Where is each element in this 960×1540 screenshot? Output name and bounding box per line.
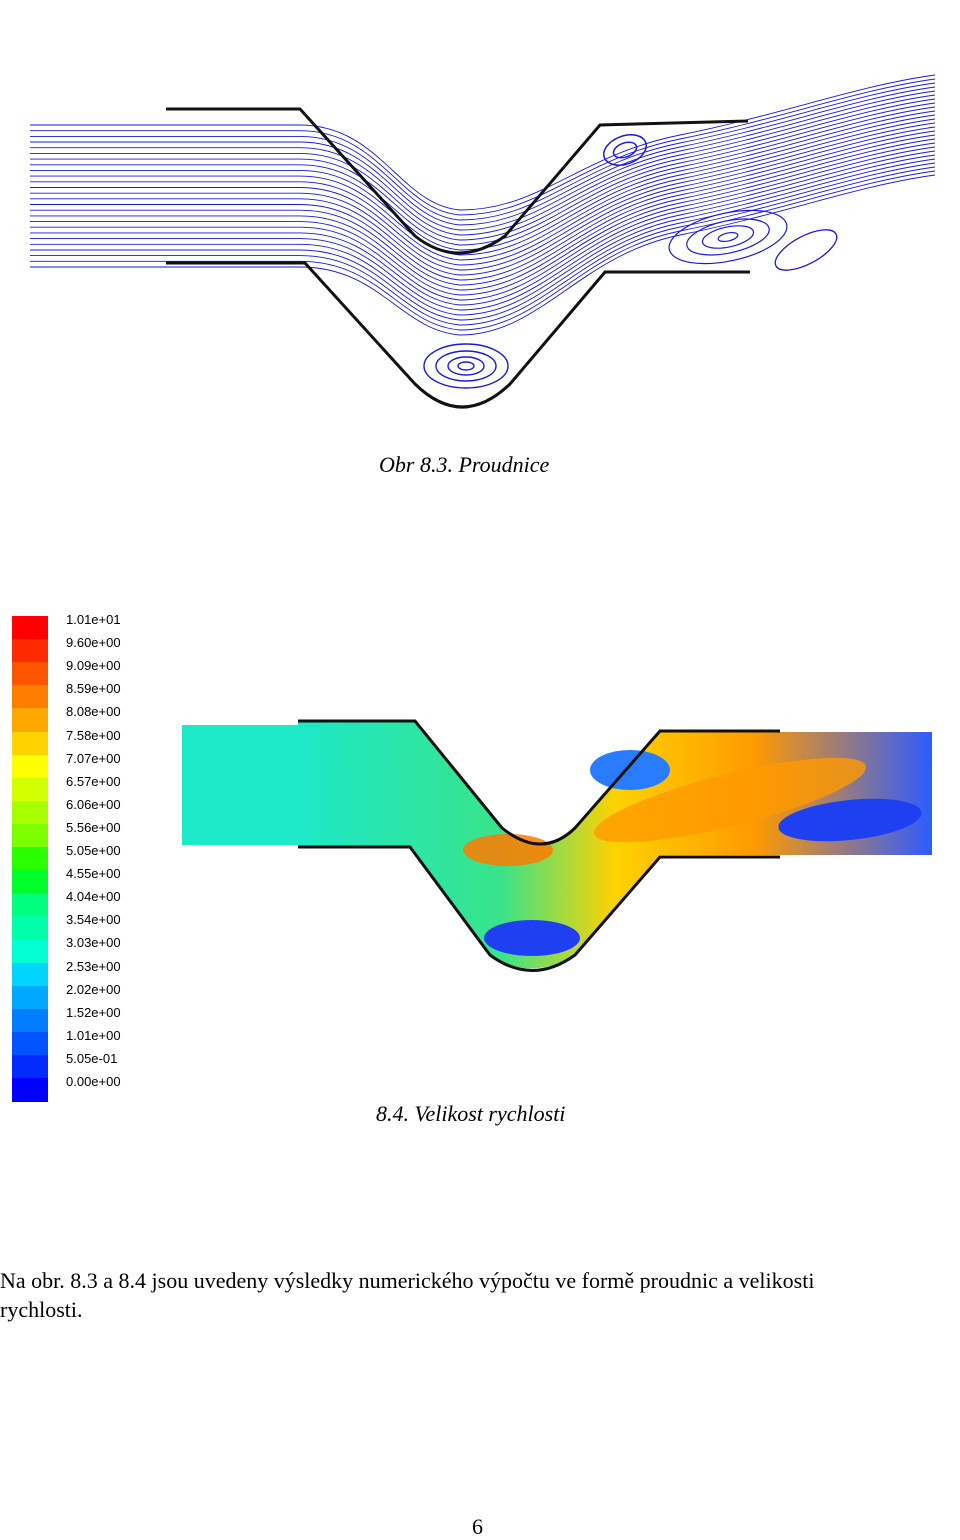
legend-swatch	[12, 685, 48, 710]
vortex-middle	[668, 209, 788, 265]
legend-swatch	[12, 731, 48, 756]
streamline	[30, 170, 936, 331]
figure-8-3-caption: Obr 8.3. Proudnice	[379, 452, 550, 477]
legend-label: 6.06e+00	[66, 796, 121, 812]
legend-swatch	[12, 823, 48, 848]
streamline	[30, 134, 936, 286]
streamlines	[30, 74, 936, 336]
pipe-walls	[166, 107, 750, 409]
legend-label: 2.02e+00	[66, 981, 121, 997]
streamline	[30, 126, 936, 276]
streamline	[30, 154, 936, 311]
legend-label: 7.58e+00	[66, 727, 121, 743]
vortex-upper-left	[603, 134, 647, 166]
legend-swatch	[12, 939, 48, 964]
legend-label: 3.54e+00	[66, 912, 121, 928]
streamline	[30, 110, 936, 256]
legend-label: 4.55e+00	[66, 866, 121, 882]
velocity-contour-figure	[182, 719, 932, 972]
vortex-right	[774, 229, 838, 271]
streamline	[30, 122, 936, 271]
legend-label: 7.07e+00	[66, 750, 121, 766]
vortex-lower	[423, 343, 509, 389]
legend-label: 1.01e+00	[66, 1027, 121, 1043]
legend-label: 9.60e+00	[66, 635, 121, 651]
streamline	[30, 98, 936, 241]
legend-swatch	[12, 639, 48, 664]
streamline	[30, 166, 936, 326]
paragraph-line-1: Na obr. 8.3 a 8.4 jsou uvedeny výsledky …	[0, 1268, 815, 1293]
legend-swatch	[12, 708, 48, 733]
legend-label: 6.57e+00	[66, 773, 121, 789]
legend-label: 8.08e+00	[66, 704, 121, 720]
low-velocity-right	[778, 798, 922, 842]
legend-label: 0.00e+00	[66, 1074, 121, 1089]
legend-label: 2.53e+00	[66, 958, 121, 974]
legend-swatch	[12, 777, 48, 802]
streamline	[30, 118, 936, 266]
streamline	[30, 114, 936, 261]
core-jet	[594, 757, 866, 843]
pipe-walls	[298, 719, 780, 972]
streamline	[30, 138, 936, 291]
legend-label: 5.05e-01	[66, 1050, 118, 1066]
streamline	[30, 130, 936, 281]
legend-swatch	[12, 985, 48, 1010]
streamline	[30, 106, 936, 251]
legend-label: 8.59e+00	[66, 681, 121, 697]
legend-swatch	[12, 1031, 48, 1056]
legend-swatch	[12, 800, 48, 825]
legend-swatch	[12, 662, 48, 687]
paragraph-line-2: rychlosti.	[0, 1297, 83, 1322]
figure-8-4-caption: 8.4. Velikost rychlosti	[376, 1101, 566, 1126]
page-number: 6	[472, 1514, 483, 1539]
low-velocity-lower	[484, 920, 580, 956]
streamline	[30, 78, 936, 216]
legend-swatch	[12, 1078, 48, 1102]
streamline	[30, 74, 936, 211]
legend-label: 4.04e+00	[66, 889, 121, 905]
streamline	[30, 82, 936, 221]
streamline	[30, 146, 936, 301]
core-high-velocity	[463, 834, 553, 866]
legend-label: 1.52e+00	[66, 1004, 121, 1020]
body-paragraph: Na obr. 8.3 a 8.4 jsou uvedeny výsledky …	[0, 1266, 960, 1324]
legend-label: 1.01e+01	[66, 612, 121, 627]
streamline	[30, 94, 936, 236]
streamline	[30, 90, 936, 231]
legend-swatch	[12, 1008, 48, 1033]
legend-swatch	[12, 916, 48, 941]
streamline	[30, 150, 936, 306]
legend-swatch	[12, 616, 48, 640]
streamline-figure	[30, 74, 936, 409]
velocity-legend: 1.01e+01 9.60e+00 9.09e+00 8.59e+00 8.08e+00…	[8, 612, 158, 1102]
streamline	[30, 162, 936, 321]
legend-swatch	[12, 893, 48, 918]
legend-swatch	[12, 1054, 48, 1079]
streamline	[30, 174, 936, 336]
low-velocity-upper	[590, 750, 670, 790]
legend-swatch	[12, 847, 48, 871]
streamline	[30, 158, 936, 316]
legend-label: 5.05e+00	[66, 843, 121, 858]
legend-label: 3.03e+00	[66, 935, 121, 951]
legend-swatch	[12, 962, 48, 987]
legend-label: 5.56e+00	[66, 819, 121, 835]
legend-swatch	[12, 870, 48, 895]
legend-swatch	[12, 754, 48, 779]
streamline	[30, 86, 936, 226]
legend-label: 9.09e+00	[66, 658, 121, 674]
streamline	[30, 142, 936, 296]
